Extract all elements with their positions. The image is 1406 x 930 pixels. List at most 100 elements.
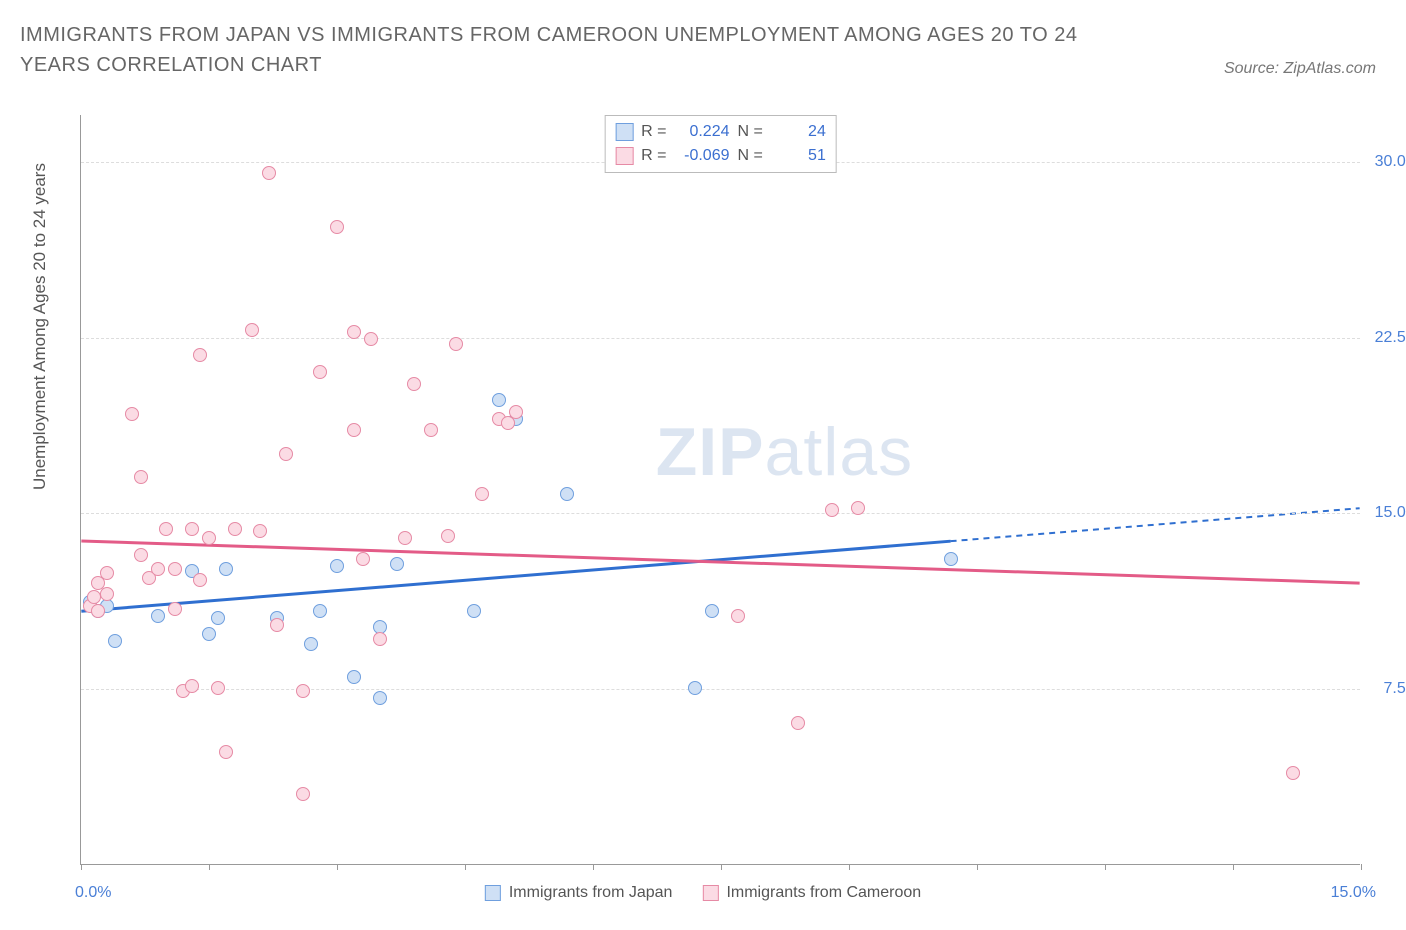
r-value-japan: 0.224 bbox=[675, 120, 730, 144]
point-japan bbox=[202, 627, 216, 641]
y-tick-label: 30.0% bbox=[1375, 153, 1406, 171]
point-cameroon bbox=[168, 562, 182, 576]
x-tick bbox=[81, 864, 82, 870]
r-label: R = bbox=[641, 144, 666, 168]
point-cameroon bbox=[475, 487, 489, 501]
point-cameroon bbox=[168, 602, 182, 616]
point-cameroon bbox=[330, 220, 344, 234]
x-tick bbox=[1105, 864, 1106, 870]
swatch-cameroon bbox=[702, 885, 718, 901]
point-cameroon bbox=[398, 531, 412, 545]
point-cameroon bbox=[1286, 766, 1300, 780]
x-tick bbox=[721, 864, 722, 870]
point-japan bbox=[373, 691, 387, 705]
point-cameroon bbox=[134, 548, 148, 562]
x-tick bbox=[849, 864, 850, 870]
point-cameroon bbox=[441, 529, 455, 543]
point-cameroon bbox=[313, 365, 327, 379]
point-japan bbox=[560, 487, 574, 501]
point-cameroon bbox=[509, 405, 523, 419]
point-cameroon bbox=[262, 166, 276, 180]
point-cameroon bbox=[134, 470, 148, 484]
point-cameroon bbox=[501, 416, 515, 430]
point-japan bbox=[330, 559, 344, 573]
swatch-japan bbox=[615, 123, 633, 141]
point-cameroon bbox=[731, 609, 745, 623]
point-japan bbox=[313, 604, 327, 618]
swatch-cameroon bbox=[615, 147, 633, 165]
point-cameroon bbox=[245, 323, 259, 337]
point-cameroon bbox=[279, 447, 293, 461]
point-cameroon bbox=[100, 587, 114, 601]
point-cameroon bbox=[211, 681, 225, 695]
correlation-legend: R = 0.224 N = 24 R = -0.069 N = 51 bbox=[604, 115, 837, 173]
r-label: R = bbox=[641, 120, 666, 144]
point-cameroon bbox=[253, 524, 267, 538]
x-axis-min-label: 0.0% bbox=[75, 884, 111, 902]
x-tick bbox=[337, 864, 338, 870]
point-cameroon bbox=[185, 522, 199, 536]
source-attribution: Source: ZipAtlas.com bbox=[1224, 60, 1376, 78]
y-tick-label: 15.0% bbox=[1375, 504, 1406, 522]
series-legend: Immigrants from Japan Immigrants from Ca… bbox=[485, 884, 921, 902]
x-tick bbox=[465, 864, 466, 870]
legend-label-cameroon: Immigrants from Cameroon bbox=[726, 884, 921, 902]
watermark-rest: atlas bbox=[765, 414, 914, 490]
point-cameroon bbox=[100, 566, 114, 580]
point-cameroon bbox=[296, 787, 310, 801]
point-japan bbox=[944, 552, 958, 566]
n-value-cameroon: 51 bbox=[771, 144, 826, 168]
point-japan bbox=[347, 670, 361, 684]
x-axis-max-label: 15.0% bbox=[1331, 884, 1376, 902]
correlation-row-japan: R = 0.224 N = 24 bbox=[615, 120, 826, 144]
point-cameroon bbox=[270, 618, 284, 632]
x-tick bbox=[593, 864, 594, 870]
point-cameroon bbox=[193, 348, 207, 362]
gridline bbox=[81, 513, 1360, 514]
point-cameroon bbox=[356, 552, 370, 566]
point-japan bbox=[688, 681, 702, 695]
legend-label-japan: Immigrants from Japan bbox=[509, 884, 673, 902]
correlation-row-cameroon: R = -0.069 N = 51 bbox=[615, 144, 826, 168]
gridline bbox=[81, 689, 1360, 690]
point-japan bbox=[705, 604, 719, 618]
point-cameroon bbox=[228, 522, 242, 536]
point-japan bbox=[467, 604, 481, 618]
point-cameroon bbox=[296, 684, 310, 698]
point-cameroon bbox=[364, 332, 378, 346]
watermark: ZIPatlas bbox=[656, 413, 913, 491]
point-cameroon bbox=[373, 632, 387, 646]
point-japan bbox=[492, 393, 506, 407]
point-cameroon bbox=[125, 407, 139, 421]
point-japan bbox=[304, 637, 318, 651]
n-label: N = bbox=[738, 144, 763, 168]
correlation-chart: IMMIGRANTS FROM JAPAN VS IMMIGRANTS FROM… bbox=[20, 20, 1386, 910]
point-cameroon bbox=[151, 562, 165, 576]
point-japan bbox=[219, 562, 233, 576]
point-cameroon bbox=[91, 604, 105, 618]
x-tick bbox=[1361, 864, 1362, 870]
legend-item-cameroon: Immigrants from Cameroon bbox=[702, 884, 921, 902]
n-value-japan: 24 bbox=[771, 120, 826, 144]
trend-lines bbox=[81, 115, 1360, 864]
x-tick bbox=[977, 864, 978, 870]
gridline bbox=[81, 338, 1360, 339]
point-cameroon bbox=[424, 423, 438, 437]
point-cameroon bbox=[791, 716, 805, 730]
plot-area: R = 0.224 N = 24 R = -0.069 N = 51 ZIPat… bbox=[80, 115, 1360, 865]
point-cameroon bbox=[202, 531, 216, 545]
point-cameroon bbox=[851, 501, 865, 515]
r-value-cameroon: -0.069 bbox=[675, 144, 730, 168]
swatch-japan bbox=[485, 885, 501, 901]
watermark-bold: ZIP bbox=[656, 414, 765, 490]
point-cameroon bbox=[219, 745, 233, 759]
point-cameroon bbox=[347, 325, 361, 339]
legend-item-japan: Immigrants from Japan bbox=[485, 884, 673, 902]
chart-title: IMMIGRANTS FROM JAPAN VS IMMIGRANTS FROM… bbox=[20, 20, 1120, 80]
point-japan bbox=[390, 557, 404, 571]
point-cameroon bbox=[825, 503, 839, 517]
n-label: N = bbox=[738, 120, 763, 144]
x-tick bbox=[209, 864, 210, 870]
point-cameroon bbox=[159, 522, 173, 536]
point-japan bbox=[108, 634, 122, 648]
